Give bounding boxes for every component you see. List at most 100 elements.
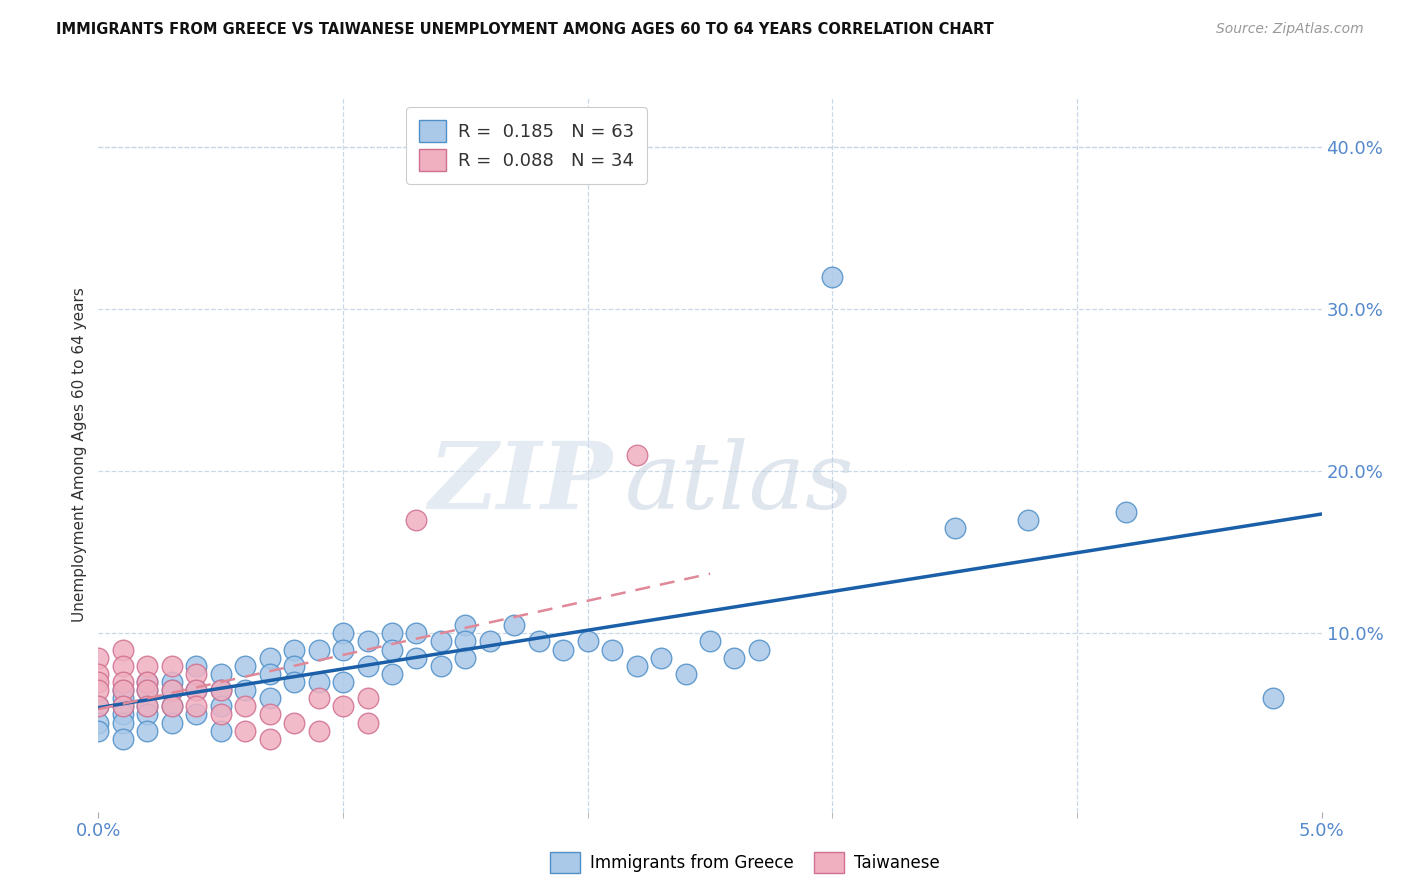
Point xyxy=(160,683,183,698)
Point xyxy=(111,683,134,698)
Point xyxy=(626,448,648,462)
Point xyxy=(454,650,477,665)
Point xyxy=(454,618,477,632)
Point xyxy=(259,731,281,746)
Point xyxy=(332,642,354,657)
Point xyxy=(1115,505,1137,519)
Point xyxy=(821,269,844,284)
Point xyxy=(186,683,208,698)
Point xyxy=(186,683,208,698)
Point xyxy=(308,675,330,690)
Point xyxy=(454,634,477,648)
Point xyxy=(136,675,159,690)
Point xyxy=(209,683,232,698)
Point xyxy=(283,715,305,730)
Point xyxy=(160,658,183,673)
Point xyxy=(259,707,281,722)
Point xyxy=(283,658,305,673)
Point xyxy=(136,699,159,714)
Point xyxy=(136,683,159,698)
Point xyxy=(209,683,232,698)
Point xyxy=(111,642,134,657)
Point xyxy=(576,634,599,648)
Y-axis label: Unemployment Among Ages 60 to 64 years: Unemployment Among Ages 60 to 64 years xyxy=(72,287,87,623)
Point xyxy=(186,666,208,681)
Point xyxy=(111,699,134,714)
Point xyxy=(259,691,281,706)
Point xyxy=(136,707,159,722)
Point xyxy=(503,618,526,632)
Point xyxy=(356,715,378,730)
Point xyxy=(160,715,183,730)
Point xyxy=(87,699,110,714)
Point xyxy=(87,675,110,690)
Point xyxy=(405,626,427,640)
Point xyxy=(209,666,232,681)
Point xyxy=(283,675,305,690)
Point xyxy=(723,650,745,665)
Point xyxy=(111,715,134,730)
Point xyxy=(111,683,134,698)
Point xyxy=(1261,691,1284,706)
Point xyxy=(308,642,330,657)
Point xyxy=(233,699,256,714)
Point xyxy=(1017,513,1039,527)
Point xyxy=(209,723,232,738)
Point xyxy=(430,658,453,673)
Point xyxy=(405,650,427,665)
Text: IMMIGRANTS FROM GREECE VS TAIWANESE UNEMPLOYMENT AMONG AGES 60 TO 64 YEARS CORRE: IMMIGRANTS FROM GREECE VS TAIWANESE UNEM… xyxy=(56,22,994,37)
Point xyxy=(381,666,404,681)
Point xyxy=(87,683,110,698)
Point xyxy=(87,666,110,681)
Point xyxy=(332,699,354,714)
Point xyxy=(259,650,281,665)
Point xyxy=(332,675,354,690)
Point xyxy=(283,642,305,657)
Point xyxy=(527,634,550,648)
Point xyxy=(160,699,183,714)
Point xyxy=(381,626,404,640)
Point xyxy=(675,666,697,681)
Point xyxy=(136,675,159,690)
Point xyxy=(186,658,208,673)
Point xyxy=(356,691,378,706)
Point xyxy=(600,642,623,657)
Point xyxy=(332,626,354,640)
Point xyxy=(160,699,183,714)
Point xyxy=(87,650,110,665)
Point xyxy=(233,683,256,698)
Point xyxy=(186,707,208,722)
Text: ZIP: ZIP xyxy=(427,439,612,528)
Point xyxy=(111,691,134,706)
Point xyxy=(209,699,232,714)
Point xyxy=(87,723,110,738)
Point xyxy=(308,723,330,738)
Point xyxy=(626,658,648,673)
Point xyxy=(111,658,134,673)
Point xyxy=(136,723,159,738)
Legend: Immigrants from Greece, Taiwanese: Immigrants from Greece, Taiwanese xyxy=(544,846,946,880)
Point xyxy=(405,513,427,527)
Point xyxy=(356,634,378,648)
Point xyxy=(356,658,378,673)
Point xyxy=(136,658,159,673)
Point xyxy=(650,650,672,665)
Text: Source: ZipAtlas.com: Source: ZipAtlas.com xyxy=(1216,22,1364,37)
Point xyxy=(136,699,159,714)
Point xyxy=(308,691,330,706)
Point xyxy=(381,642,404,657)
Point xyxy=(699,634,721,648)
Point xyxy=(160,683,183,698)
Point xyxy=(111,699,134,714)
Point xyxy=(160,675,183,690)
Point xyxy=(111,707,134,722)
Point xyxy=(430,634,453,648)
Legend: R =  0.185   N = 63, R =  0.088   N = 34: R = 0.185 N = 63, R = 0.088 N = 34 xyxy=(406,107,647,184)
Point xyxy=(186,699,208,714)
Point xyxy=(111,675,134,690)
Point xyxy=(111,731,134,746)
Point xyxy=(478,634,501,648)
Point xyxy=(553,642,575,657)
Text: atlas: atlas xyxy=(624,439,853,528)
Point xyxy=(209,707,232,722)
